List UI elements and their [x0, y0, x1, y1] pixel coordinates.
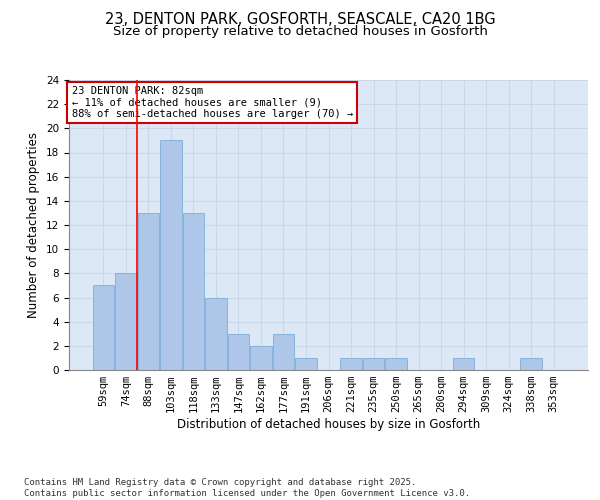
Bar — [273, 334, 294, 370]
Bar — [115, 274, 137, 370]
Text: Contains HM Land Registry data © Crown copyright and database right 2025.
Contai: Contains HM Land Registry data © Crown c… — [24, 478, 470, 498]
Bar — [340, 358, 362, 370]
Bar — [363, 358, 384, 370]
Y-axis label: Number of detached properties: Number of detached properties — [28, 132, 40, 318]
Bar — [160, 140, 182, 370]
Bar — [453, 358, 475, 370]
Bar — [205, 298, 227, 370]
Bar — [92, 286, 114, 370]
Bar — [295, 358, 317, 370]
Bar — [385, 358, 407, 370]
Bar — [137, 213, 159, 370]
Bar — [250, 346, 272, 370]
Bar — [228, 334, 249, 370]
Bar — [182, 213, 204, 370]
Bar — [520, 358, 542, 370]
Text: 23 DENTON PARK: 82sqm
← 11% of detached houses are smaller (9)
88% of semi-detac: 23 DENTON PARK: 82sqm ← 11% of detached … — [71, 86, 353, 119]
X-axis label: Distribution of detached houses by size in Gosforth: Distribution of detached houses by size … — [177, 418, 480, 431]
Text: 23, DENTON PARK, GOSFORTH, SEASCALE, CA20 1BG: 23, DENTON PARK, GOSFORTH, SEASCALE, CA2… — [104, 12, 496, 28]
Text: Size of property relative to detached houses in Gosforth: Size of property relative to detached ho… — [113, 25, 487, 38]
